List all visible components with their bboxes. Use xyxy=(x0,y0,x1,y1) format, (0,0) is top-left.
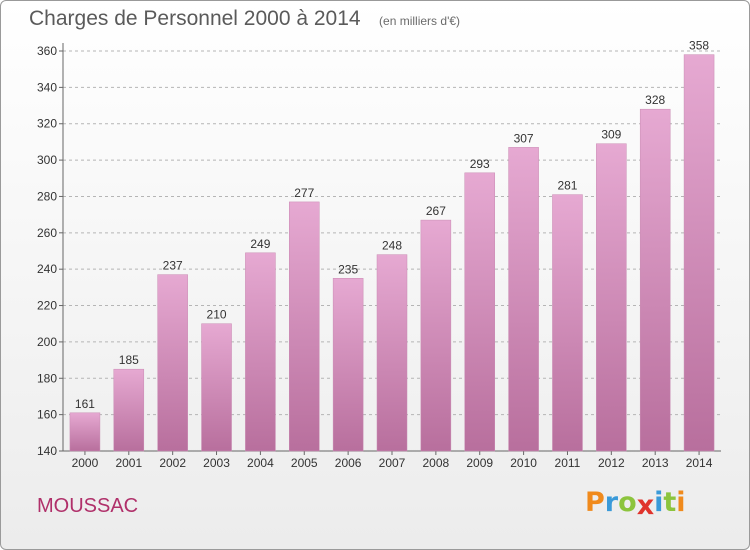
y-tick-label: 320 xyxy=(37,117,57,131)
bar-2000 xyxy=(69,412,101,452)
logo-letter: r xyxy=(604,487,619,518)
value-label-2007: 248 xyxy=(382,239,402,253)
y-tick-label: 240 xyxy=(37,262,57,276)
bar-2010 xyxy=(508,147,539,452)
x-tick-label-2012: 2012 xyxy=(598,456,625,470)
bar-2014 xyxy=(683,54,715,452)
x-tick-label-2003: 2003 xyxy=(203,456,230,470)
bar-2001 xyxy=(113,368,145,452)
title-line: Charges de Personnel 2000 à 2014 (en mil… xyxy=(29,7,460,31)
value-label-2012: 309 xyxy=(601,128,621,142)
value-label-2005: 277 xyxy=(294,186,314,200)
x-tick-label-2007: 2007 xyxy=(379,456,406,470)
x-tick-label-2011: 2011 xyxy=(555,456,581,470)
bar-2007 xyxy=(376,254,408,452)
bar-2006 xyxy=(332,278,364,452)
x-tick-label-2009: 2009 xyxy=(466,456,493,470)
x-tick-label-2000: 2000 xyxy=(72,456,99,470)
chart-title: Charges de Personnel 2000 à 2014 xyxy=(29,7,361,30)
proxiti-logo: Proxiti xyxy=(585,487,686,521)
value-label-2013: 328 xyxy=(645,93,665,107)
bar-2004 xyxy=(245,252,276,452)
value-label-2004: 249 xyxy=(250,237,270,251)
commune-name: MOUSSAC xyxy=(37,495,139,517)
logo-letter: x xyxy=(636,490,655,521)
y-tick-label: 220 xyxy=(37,299,57,313)
x-tick-label-2001: 2001 xyxy=(115,456,142,470)
y-tick-label: 300 xyxy=(37,153,57,167)
bar-2012 xyxy=(596,143,627,452)
y-tick-label: 200 xyxy=(37,335,57,349)
chart-subtitle: (en milliers d'€) xyxy=(379,14,461,28)
x-tick-label-2002: 2002 xyxy=(159,456,186,470)
value-label-2002: 237 xyxy=(163,259,183,273)
labels: 140 160 180 200 220 240 260 280 300 320 340 360 161 2… xyxy=(37,39,713,470)
y-tick-label: 340 xyxy=(37,80,57,94)
value-label-2001: 185 xyxy=(119,353,139,367)
bar-2013 xyxy=(639,108,671,452)
y-tick-label: 140 xyxy=(37,444,57,458)
logo-letter: t xyxy=(663,487,677,518)
x-tick-label-2014: 2014 xyxy=(686,456,713,470)
bar-2009 xyxy=(464,172,495,452)
x-tick-label-2006: 2006 xyxy=(335,456,362,470)
value-label-2014: 358 xyxy=(689,39,709,53)
value-label-2010: 307 xyxy=(514,131,534,145)
x-tick-label-2008: 2008 xyxy=(423,456,450,470)
y-tick-label: 360 xyxy=(37,44,57,58)
value-label-2009: 293 xyxy=(470,157,490,171)
y-tick-label: 260 xyxy=(37,226,57,240)
y-tick-label: 180 xyxy=(37,371,57,385)
value-label-2006: 235 xyxy=(338,262,358,276)
y-tick-label: 280 xyxy=(37,189,57,203)
bar-2003 xyxy=(201,323,232,452)
bar-2008 xyxy=(420,219,452,452)
value-label-2011: 281 xyxy=(557,179,577,193)
bar-2011 xyxy=(552,194,583,452)
x-tick-label-2004: 2004 xyxy=(247,456,274,470)
x-tick-label-2010: 2010 xyxy=(510,456,537,470)
value-label-2008: 267 xyxy=(426,204,446,218)
logo-letter: P xyxy=(585,487,605,518)
x-tick-label-2013: 2013 xyxy=(642,456,669,470)
bar-2002 xyxy=(157,274,188,452)
logo-letter: o xyxy=(618,487,637,518)
value-label-2000: 161 xyxy=(75,397,95,411)
bars xyxy=(69,54,715,452)
logo-letter: i xyxy=(654,487,664,518)
x-tick-label-2005: 2005 xyxy=(291,456,318,470)
y-tick-label: 160 xyxy=(37,408,57,422)
bar-2005 xyxy=(289,201,320,452)
value-label-2003: 210 xyxy=(207,308,227,322)
logo-letter: i xyxy=(676,487,686,518)
